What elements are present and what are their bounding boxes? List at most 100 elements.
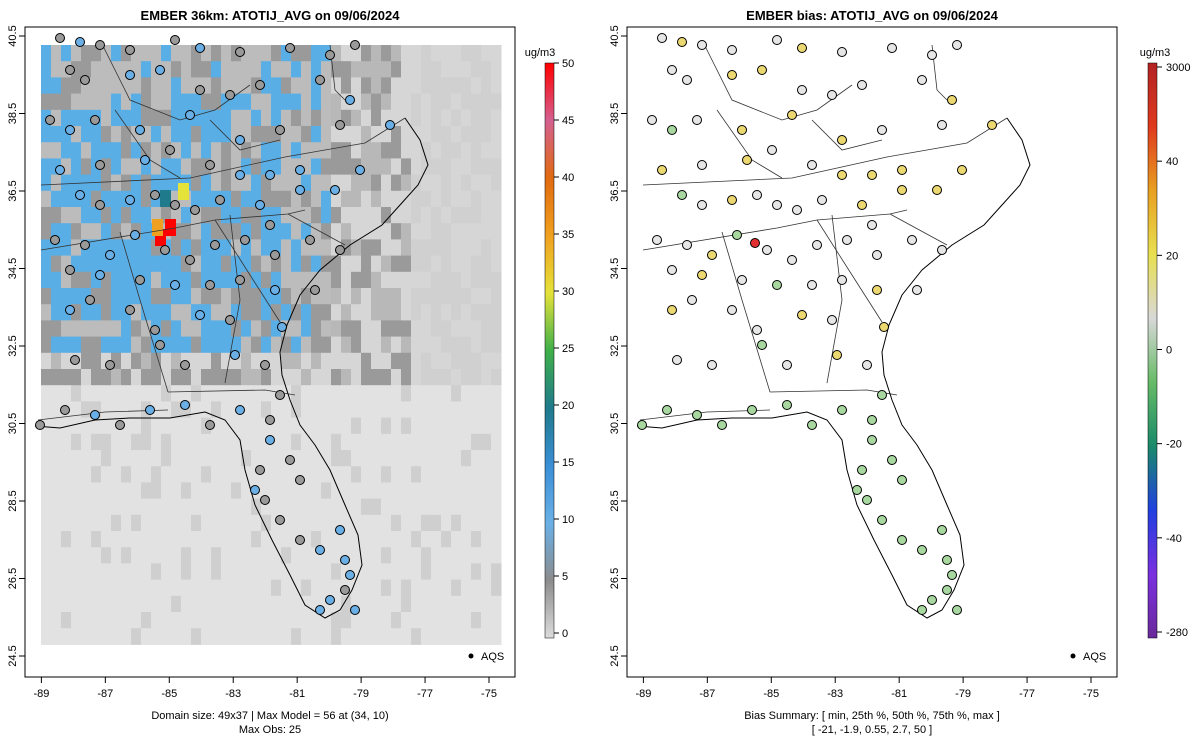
model-cell (121, 207, 132, 224)
model-cell (81, 61, 92, 78)
model-cell (121, 369, 132, 386)
model-cell (161, 158, 172, 176)
aqs-marker (350, 40, 360, 50)
model-cell (181, 336, 192, 354)
bias-marker (947, 95, 957, 105)
model-cell (171, 482, 182, 500)
bias-marker (857, 80, 867, 90)
model-cell (91, 417, 102, 435)
model-cell (101, 174, 112, 192)
model-cell (131, 385, 142, 402)
model-cell (211, 207, 222, 224)
model-cell (181, 385, 192, 402)
model-cell (411, 612, 422, 629)
aqs-marker (355, 165, 365, 175)
model-cell (191, 45, 202, 62)
model-cell (361, 223, 372, 240)
aqs-marker (235, 135, 245, 145)
model-cell (131, 142, 142, 159)
model-cell (221, 255, 232, 273)
model-cell (361, 466, 372, 483)
model-cell (181, 563, 192, 581)
aqs-marker (135, 125, 145, 135)
model-cell (151, 369, 162, 386)
model-cell (381, 109, 392, 127)
model-cell (411, 320, 422, 338)
model-cell (301, 531, 312, 548)
bias-marker (687, 295, 697, 305)
model-cell (81, 352, 92, 370)
aqs-marker (350, 605, 360, 615)
aqs-observation-markers (35, 33, 395, 615)
aqs-marker (180, 400, 190, 410)
model-cell (201, 77, 212, 95)
model-cell (251, 514, 262, 532)
model-cell (261, 498, 272, 516)
model-cell (241, 142, 252, 159)
model-cell (301, 142, 312, 159)
model-cell (461, 255, 472, 273)
model-cell (131, 417, 142, 435)
model-cell (221, 579, 232, 597)
model-cell (91, 336, 102, 354)
model-cell (381, 304, 392, 321)
model-cell (211, 336, 222, 354)
model-cell (391, 498, 402, 516)
model-cell (471, 482, 482, 500)
model-cell (491, 255, 502, 273)
model-cell (461, 466, 472, 483)
model-cell (41, 628, 52, 645)
model-cell (311, 612, 322, 629)
model-cell (251, 288, 262, 305)
model-cell (331, 385, 342, 402)
model-cell (311, 288, 322, 305)
aqs-marker (315, 75, 325, 85)
model-cell (341, 612, 352, 629)
model-cell (221, 77, 232, 95)
model-cell (71, 579, 82, 597)
model-cell (441, 579, 452, 597)
model-cell (201, 401, 212, 419)
bias-marker (692, 115, 702, 125)
model-cell (261, 142, 272, 159)
model-cell (161, 77, 172, 95)
model-cell (151, 288, 162, 305)
bias-marker (647, 115, 657, 125)
model-cell (131, 288, 142, 305)
model-cell (121, 401, 132, 419)
model-cell (161, 109, 172, 127)
model-cell (171, 385, 182, 402)
model-cell (231, 466, 242, 483)
model-cell (61, 77, 72, 95)
model-cell (381, 352, 392, 370)
model-cell (171, 190, 182, 208)
model-cell (121, 126, 132, 143)
model-cell (401, 271, 412, 289)
model-cell (221, 401, 232, 419)
x-tick-label: -79 (353, 688, 369, 700)
model-cell (341, 271, 352, 289)
model-cell (441, 401, 452, 419)
model-cell (311, 433, 322, 451)
bias-marker (842, 235, 852, 245)
model-cell (451, 45, 462, 62)
model-cell (371, 612, 382, 629)
model-cell (391, 482, 402, 500)
bias-marker (747, 405, 757, 415)
model-cell (131, 190, 142, 208)
model-cell (471, 417, 482, 435)
model-cell (451, 514, 462, 532)
aqs-marker (235, 47, 245, 57)
model-cell (271, 547, 282, 564)
model-cell (481, 466, 492, 483)
model-cell (261, 336, 272, 354)
model-cell (41, 190, 52, 208)
model-cell (201, 190, 212, 208)
model-cell (251, 579, 262, 597)
model-cell (191, 239, 202, 257)
aqs-marker (155, 65, 165, 75)
model-cell (201, 207, 212, 224)
model-cell (131, 579, 142, 597)
model-cell (231, 126, 242, 143)
